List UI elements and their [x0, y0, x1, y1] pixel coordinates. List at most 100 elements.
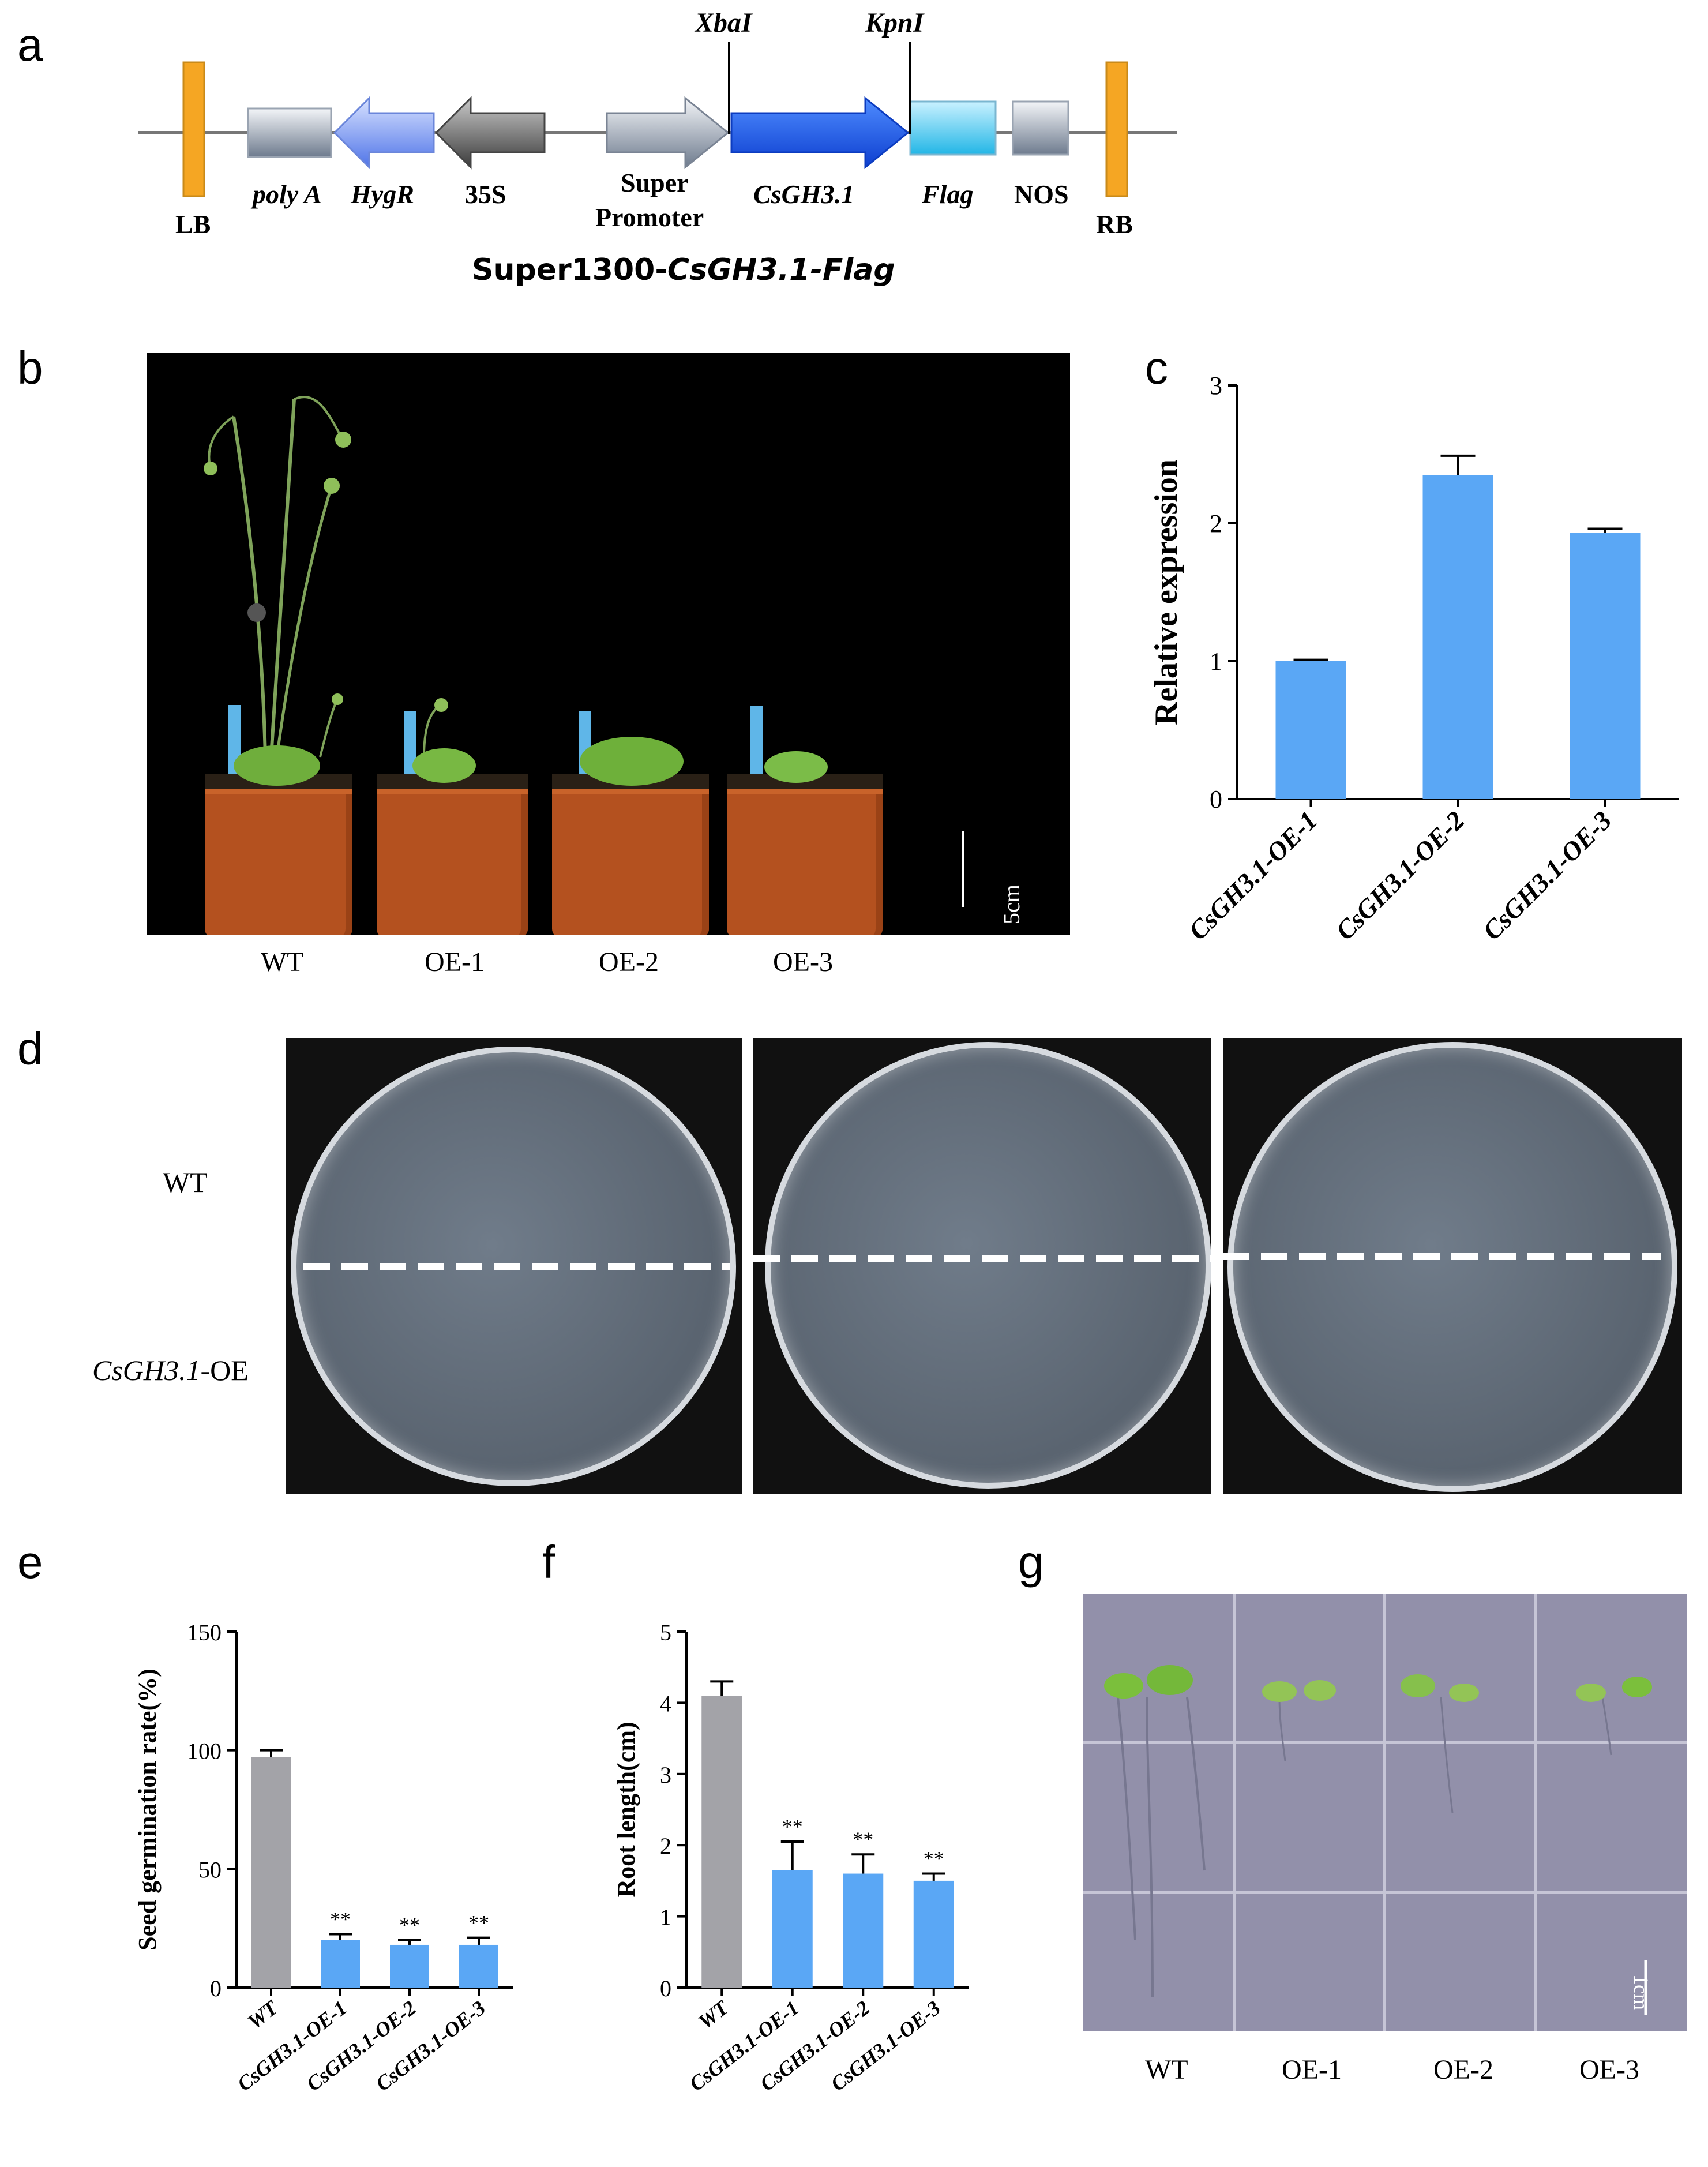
pot-wt: [205, 774, 352, 935]
panel-label-c: c: [1145, 342, 1168, 393]
b-label-oe1: OE-1: [425, 947, 485, 977]
y-tick-label: 50: [198, 1857, 222, 1883]
construct-map: [138, 42, 1177, 197]
bar: [701, 1696, 742, 1988]
y-axis-label: Relative expression: [1148, 459, 1184, 725]
pot-oe1: [377, 774, 528, 935]
y-tick-label: 2: [660, 1833, 671, 1859]
panel-label-a: a: [17, 19, 43, 70]
rb-box: [1105, 61, 1128, 197]
promoter-label: Promoter: [595, 203, 704, 232]
gene-label: CsGH3.1: [753, 179, 855, 209]
dash-divider: [753, 1255, 1211, 1262]
bar: [1422, 475, 1493, 799]
g-label-oe2: OE-2: [1433, 2054, 1493, 2085]
pot-oe3: [727, 774, 883, 935]
scale-label-b: 5cm: [998, 884, 1024, 924]
seedling-plate-photo: 1cm: [1083, 1594, 1687, 2031]
y-axis-label: Seed germination rate(%): [133, 1669, 162, 1951]
plate-photo-3: [1223, 1038, 1682, 1494]
bar: [390, 1944, 429, 1988]
g-label-oe3: OE-3: [1579, 2054, 1639, 2085]
scale-bar-b: [962, 831, 964, 907]
panel-label-g: g: [1018, 1536, 1044, 1588]
kpni-label: KpnI: [865, 8, 924, 38]
construct-title-prefix: Super1300-: [472, 253, 667, 287]
g-label-wt: WT: [1145, 2054, 1188, 2085]
significance-mark: **: [924, 1847, 944, 1870]
rb-label: RB: [1096, 209, 1133, 239]
b-label-wt: WT: [261, 947, 304, 977]
p35s-arrow: [434, 96, 546, 170]
nos-label: NOS: [1014, 179, 1069, 209]
x-tick-label: CsGH3.1-OE-2: [1330, 805, 1470, 946]
rosette-oe1: [412, 748, 476, 783]
pot-oe2: [552, 774, 709, 935]
lb-box: [182, 61, 205, 197]
polya-label: poly A: [253, 179, 322, 209]
x-tick-label: CsGH3.1-OE-1: [1183, 805, 1323, 946]
y-tick-label: 0: [210, 1975, 222, 2001]
plant-photo: 5cm: [147, 353, 1070, 935]
y-tick-label: 0: [1210, 785, 1222, 813]
rosette-oe3: [764, 751, 828, 783]
bar: [459, 1944, 498, 1988]
panel-label-f: f: [542, 1536, 555, 1588]
rosette-oe2: [580, 737, 684, 786]
plant-stems: [204, 396, 448, 758]
dash-divider: [1223, 1253, 1661, 1260]
plate-photo-1: [286, 1038, 742, 1494]
p35s-label: 35S: [465, 179, 506, 209]
panel-label-b: b: [17, 342, 43, 393]
plate-grid: [1083, 1594, 1687, 2031]
d-row-oe-suffix: -OE: [200, 1354, 249, 1386]
rosette-wt: [234, 745, 320, 786]
x-tick-label: WT: [243, 1996, 283, 2034]
panel-label-d: d: [17, 1023, 43, 1074]
y-tick-label: 4: [660, 1690, 671, 1716]
y-tick-label: 1: [660, 1904, 671, 1930]
super-promoter-arrow: [606, 96, 730, 170]
significance-mark: **: [468, 1911, 489, 1934]
construct-title-sep: -: [810, 253, 823, 287]
petri-dish: [765, 1042, 1211, 1489]
x-tick-label: WT: [694, 1996, 734, 2034]
y-tick-label: 100: [187, 1738, 222, 1764]
bar: [913, 1880, 954, 1988]
y-tick-label: 1: [1210, 647, 1222, 676]
y-tick-label: 3: [1210, 372, 1222, 400]
xbai-label: XbaI: [695, 8, 752, 38]
construct-title: Super1300-CsGH3.1-Flag: [472, 253, 895, 287]
significance-mark: **: [399, 1914, 420, 1937]
significance-mark: **: [330, 1907, 351, 1930]
y-tick-label: 5: [660, 1619, 671, 1645]
lb-label: LB: [175, 209, 211, 239]
bar: [251, 1757, 291, 1988]
hygr-label: HygR: [351, 179, 414, 209]
b-label-oe3: OE-3: [773, 947, 833, 977]
significance-mark: **: [782, 1815, 803, 1838]
petri-dish: [1227, 1042, 1677, 1492]
d-row-oe-gene: CsGH3.1: [92, 1354, 201, 1386]
super-label: Super: [621, 168, 689, 197]
gene-arrow: [730, 96, 910, 170]
bar: [1275, 661, 1346, 799]
construct-title-tag: Flag: [822, 253, 895, 287]
label-stake: [750, 706, 763, 786]
bar: [772, 1870, 813, 1988]
scale-label-g: 1cm: [1630, 1974, 1653, 2010]
hygr-arrow: [333, 96, 435, 170]
y-tick-label: 2: [1210, 509, 1222, 538]
flag-box: [909, 100, 997, 156]
y-tick-label: 3: [660, 1762, 671, 1788]
dash-divider: [303, 1263, 730, 1270]
bar: [321, 1940, 360, 1988]
flag-label: Flag: [922, 179, 974, 209]
bar: [1570, 533, 1641, 799]
x-tick-label: CsGH3.1-OE-3: [1477, 805, 1617, 946]
plate-photo-2: [753, 1038, 1211, 1494]
y-tick-label: 0: [660, 1975, 671, 2001]
